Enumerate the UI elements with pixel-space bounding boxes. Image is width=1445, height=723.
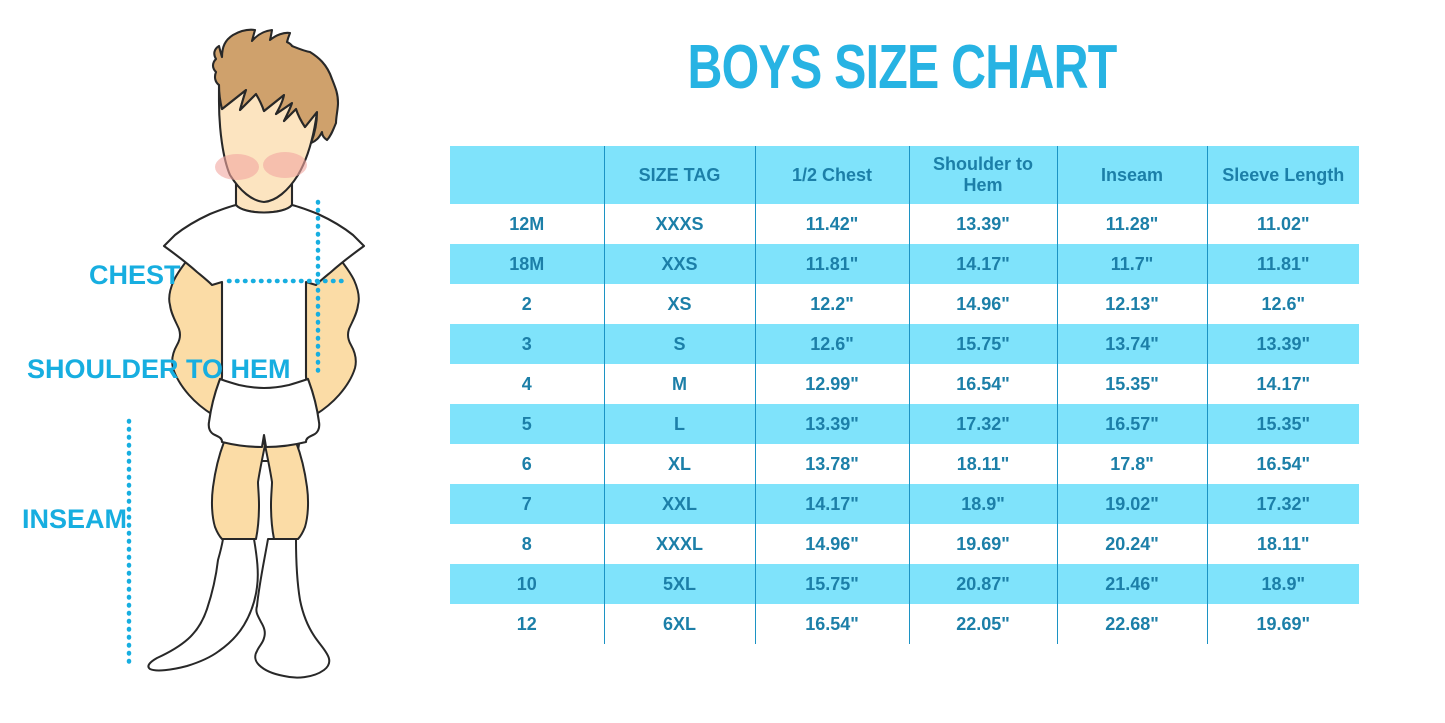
svg-text:INSEAM: INSEAM bbox=[22, 504, 127, 534]
svg-text:SHOULDER TO HEM: SHOULDER TO HEM bbox=[27, 354, 291, 384]
svg-text:CHEST: CHEST bbox=[89, 260, 181, 290]
